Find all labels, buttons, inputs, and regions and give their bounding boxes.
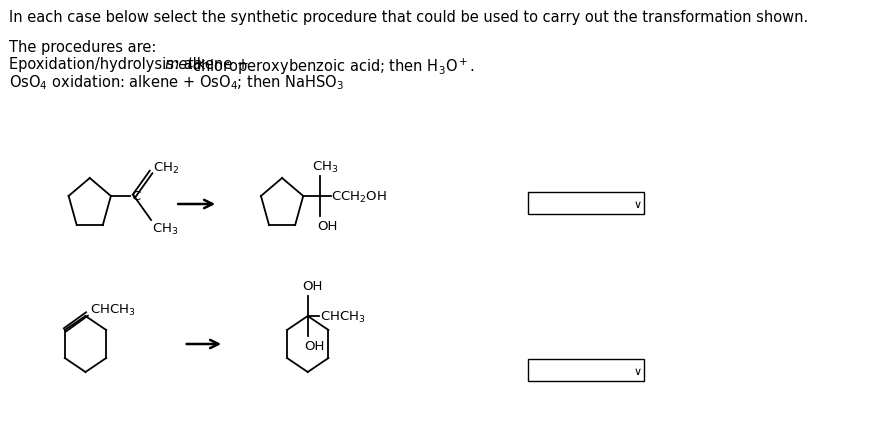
Text: OsO$_4$ oxidation: alkene + OsO$_4$; then NaHSO$_3$: OsO$_4$ oxidation: alkene + OsO$_4$; the… [9,73,344,92]
Text: CH$_2$: CH$_2$ [153,160,179,175]
Text: CH$_3$: CH$_3$ [152,221,178,236]
Bar [528,359,644,381]
Text: Epoxidation/hydrolysis: alkene +: Epoxidation/hydrolysis: alkene + [9,57,253,72]
Text: The procedures are:: The procedures are: [9,40,156,55]
Text: ∨: ∨ [633,366,642,376]
Text: ∨: ∨ [633,199,642,210]
Text: CHCH$_3$: CHCH$_3$ [320,309,366,324]
Text: CH$_3$: CH$_3$ [312,159,339,174]
Text: In each case below select the synthetic procedure that could be used to carry ou: In each case below select the synthetic … [9,10,808,25]
Text: CCH$_2$OH: CCH$_2$OH [332,189,388,204]
Bar [528,193,644,215]
Text: OH: OH [303,280,323,293]
Text: CHCH$_3$: CHCH$_3$ [89,302,135,317]
Text: -chloroperoxybenzoic acid; then H$_3$O$^+$.: -chloroperoxybenzoic acid; then H$_3$O$^… [187,57,475,77]
Text: C: C [132,190,140,203]
Text: OH: OH [304,340,324,353]
Text: meta: meta [164,57,202,72]
Text: OH: OH [317,220,338,233]
